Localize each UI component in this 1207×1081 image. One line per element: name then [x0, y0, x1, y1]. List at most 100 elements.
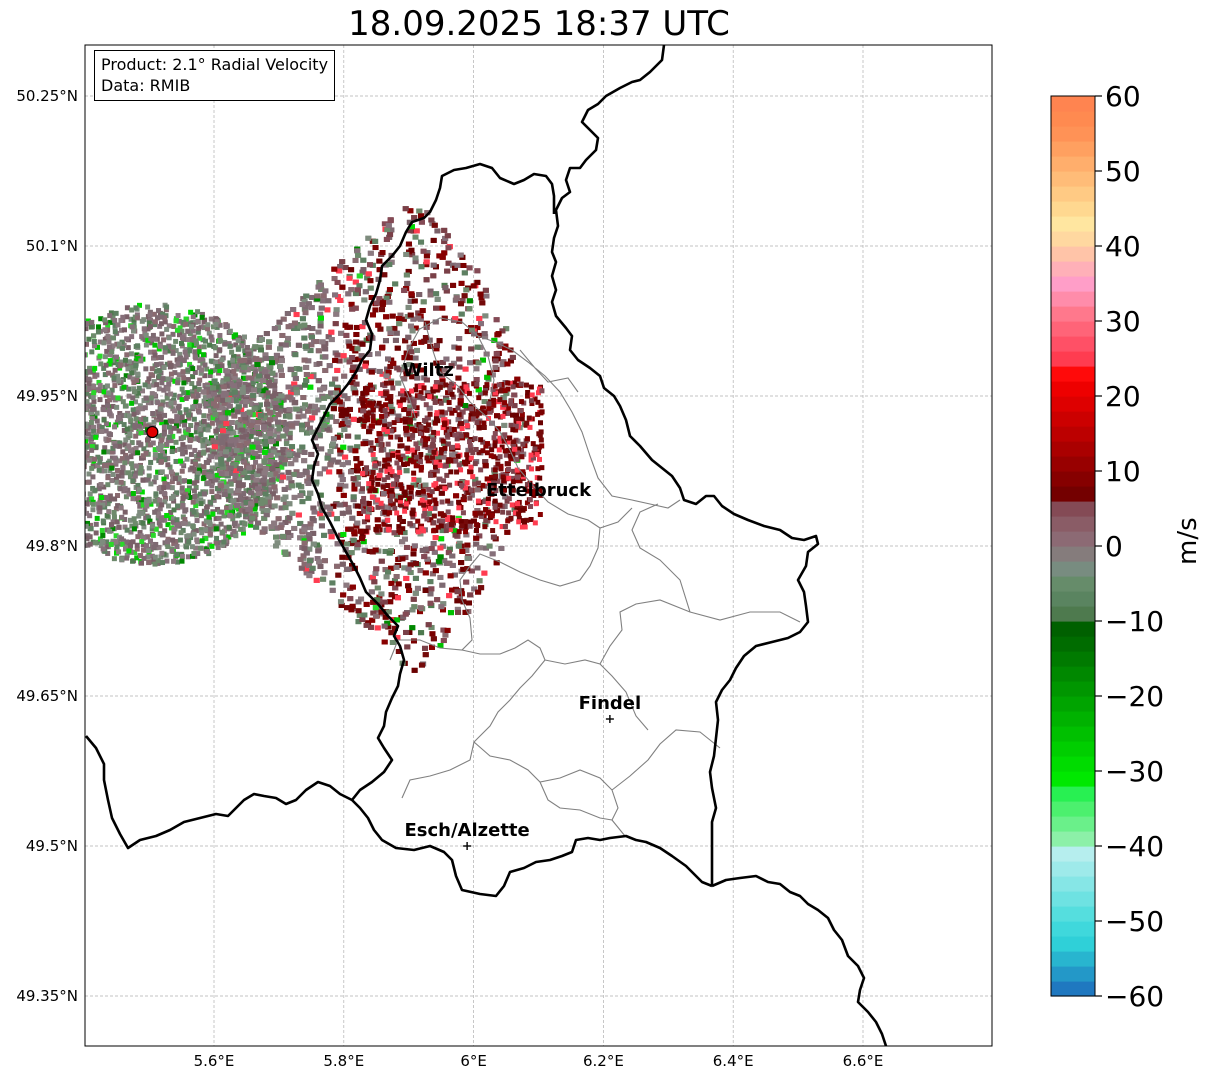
colorbar-tick-label: −40: [1105, 830, 1164, 863]
colorbar-segment: [1051, 156, 1095, 172]
colorbar-segment: [1051, 321, 1095, 337]
map-title: 18.09.2025 18:37 UTC: [348, 4, 730, 44]
colorbar-segment: [1051, 441, 1095, 457]
lon-tick-label: 6.2°E: [583, 1052, 624, 1070]
colorbar-segment: [1051, 816, 1095, 832]
colorbar-segment: [1051, 576, 1095, 592]
colorbar-segment: [1051, 381, 1095, 397]
colorbar-segment: [1051, 861, 1095, 877]
colorbar-segment: [1051, 486, 1095, 502]
colorbar-tick-label: 40: [1105, 230, 1141, 263]
colorbar-segment: [1051, 981, 1095, 997]
colorbar-segment: [1051, 426, 1095, 442]
city-label: Esch/Alzette: [404, 820, 529, 841]
borders: [85, 45, 888, 1046]
colorbar-segment: [1051, 906, 1095, 922]
city-label: Wiltz: [403, 360, 454, 381]
lat-tick-label: 49.65°N: [16, 687, 78, 705]
colorbar-tick-label: −20: [1105, 680, 1164, 713]
colorbar-segment: [1051, 201, 1095, 217]
product-info-box: Product: 2.1° Radial Velocity Data: RMIB: [94, 50, 336, 101]
colorbar-segment: [1051, 246, 1095, 262]
colorbar-segment: [1051, 456, 1095, 472]
colorbar-segment: [1051, 786, 1095, 802]
colorbar-segment: [1051, 336, 1095, 352]
colorbar-segment: [1051, 711, 1095, 727]
colorbar-tick-label: −10: [1105, 605, 1164, 638]
colorbar-segment: [1051, 291, 1095, 307]
colorbar-segment: [1051, 831, 1095, 847]
colorbar-segment: [1051, 921, 1095, 937]
colorbar-segment: [1051, 546, 1095, 562]
colorbar-segment: [1051, 411, 1095, 427]
colorbar-segment: [1051, 186, 1095, 202]
lon-tick-label: 6°E: [460, 1052, 487, 1070]
colorbar-segment: [1051, 276, 1095, 292]
lat-tick-label: 50.1°N: [26, 237, 78, 255]
lon-tick-label: 5.6°E: [194, 1052, 235, 1070]
colorbar-segment: [1051, 396, 1095, 412]
city-label: Findel: [579, 693, 642, 714]
colorbar-segment: [1051, 516, 1095, 532]
colorbar-segment: [1051, 666, 1095, 682]
colorbar-tick-label: 50: [1105, 155, 1141, 188]
colorbar-segment: [1051, 876, 1095, 892]
colorbar-segment: [1051, 366, 1095, 382]
colorbar-unit-label: m/s: [1173, 517, 1203, 565]
colorbar-segment: [1051, 741, 1095, 757]
map-frame: [84, 44, 993, 1047]
colorbar-segment: [1051, 96, 1095, 112]
colorbar-segment: [1051, 141, 1095, 157]
colorbar-segment: [1051, 726, 1095, 742]
colorbar-segment: [1051, 531, 1095, 547]
colorbar-tick-label: −30: [1105, 755, 1164, 788]
colorbar-segment: [1051, 681, 1095, 697]
colorbar-segment: [1051, 351, 1095, 367]
colorbar-segment: [1051, 126, 1095, 142]
colorbar-tick-label: −50: [1105, 905, 1164, 938]
canton-boundaries: [389, 317, 801, 837]
data-source-label: Data: RMIB: [101, 76, 191, 95]
lon-tick-label: 6.4°E: [713, 1052, 754, 1070]
colorbar-segment: [1051, 111, 1095, 127]
colorbar-segment: [1051, 501, 1095, 517]
lon-tick-label: 5.8°E: [323, 1052, 364, 1070]
colorbar-segment: [1051, 771, 1095, 787]
lat-tick-label: 49.35°N: [16, 987, 78, 1005]
colorbar-segment: [1051, 606, 1095, 622]
colorbar-segment: [1051, 216, 1095, 232]
colorbar-segment: [1051, 696, 1095, 712]
colorbar: 60 50 40 30 20 10 0 −10 −20 −30 −40 −50 −60: [1050, 80, 1164, 1013]
lat-tick-label: 49.5°N: [26, 837, 78, 855]
colorbar-segment: [1051, 471, 1095, 487]
city-label: Ettelbruck: [486, 480, 592, 501]
product-label: Product: 2.1° Radial Velocity: [101, 55, 329, 74]
colorbar-segment: [1051, 966, 1095, 982]
colorbar-segment: [1051, 621, 1095, 637]
colorbar-tick-label: 10: [1105, 455, 1141, 488]
colorbar-segment: [1051, 891, 1095, 907]
colorbar-segment: [1051, 651, 1095, 667]
colorbar-segment: [1051, 801, 1095, 817]
colorbar-segment: [1051, 306, 1095, 322]
lat-tick-label: 49.95°N: [16, 387, 78, 405]
colorbar-segment: [1051, 561, 1095, 577]
radar-site-marker: [146, 425, 159, 439]
colorbar-segment: [1051, 846, 1095, 862]
city-labels: Wiltz Ettelbruck Findel Esch/Alzette: [403, 360, 642, 850]
colorbar-tick-label: 0: [1105, 530, 1123, 563]
colorbar-tick-label: 20: [1105, 380, 1141, 413]
luxembourg-border: [85, 45, 888, 1046]
colorbar-segment: [1051, 261, 1095, 277]
colorbar-tick-label: −60: [1105, 980, 1164, 1013]
colorbar-segment: [1051, 951, 1095, 967]
colorbar-segment: [1051, 231, 1095, 247]
radar-echoes: [85, 206, 545, 673]
colorbar-segment: [1051, 756, 1095, 772]
colorbar-segment: [1051, 591, 1095, 607]
axis-tick-labels: 5.6°E 5.8°E 6°E 6.2°E 6.4°E 6.6°E 50.25°N 50.1°…: [16, 87, 883, 1070]
colorbar-tick-label: 60: [1105, 80, 1141, 113]
colorbar-segment: [1051, 936, 1095, 952]
colorbar-segment: [1051, 636, 1095, 652]
